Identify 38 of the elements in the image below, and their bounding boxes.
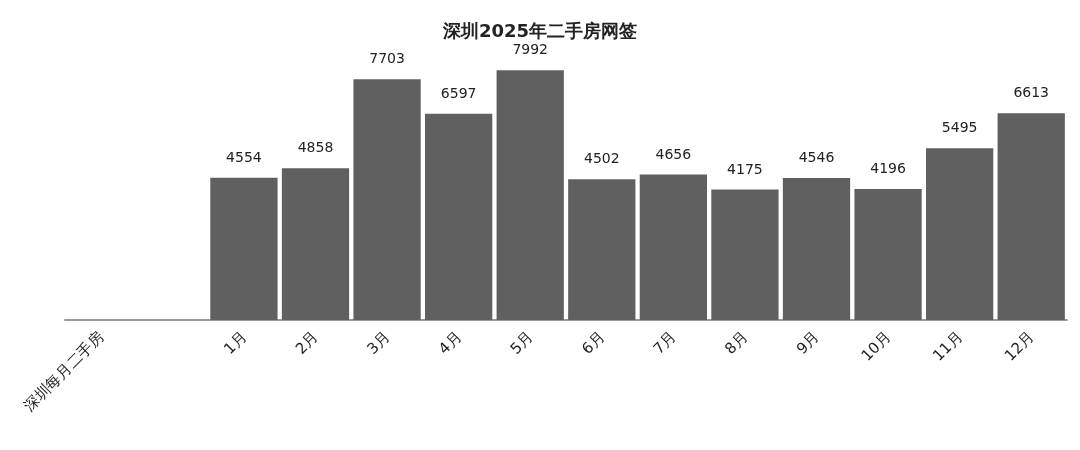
x-tick-label: 8月 [721,327,752,358]
data-label: 4546 [798,148,835,165]
x-tick-label: 1月 [220,327,251,358]
data-label: 4196 [870,159,906,176]
x-tick-label: 4月 [434,327,466,358]
chart-title: 深圳2025年二手房网签 [441,19,638,41]
bar [210,177,278,320]
x-tick-label: 2月 [291,327,322,358]
bar [281,168,350,320]
data-label: 4502 [583,150,620,167]
x-tick-label: 5月 [506,327,537,358]
x-tick-label: 11月 [929,327,967,365]
x-tick-label: 10月 [857,327,895,365]
data-label: 4175 [727,160,763,177]
data-label: 5495 [941,119,978,136]
data-label: 6613 [1013,84,1050,101]
bar [425,113,493,320]
data-label: 4554 [226,148,262,165]
data-label: 6597 [440,84,477,101]
x-tick-label: 12月 [1000,327,1038,365]
data-label: 7992 [512,41,549,58]
x-tick-label: 7月 [649,327,680,358]
bar [639,174,707,320]
bar [496,70,564,320]
x-tick-label: 9月 [792,327,823,358]
x-tick-label: 6月 [578,327,609,358]
data-label: 4656 [655,145,692,162]
bar [353,79,421,320]
x-tick-label: 深圳每月二手房 [20,327,108,415]
bar [926,148,994,320]
x-tick-label: 3月 [363,327,394,358]
data-label: 7703 [369,50,405,67]
bar [782,177,851,320]
bar [997,113,1065,320]
bar [711,189,779,320]
data-label: 4858 [297,139,334,156]
bar [854,188,922,320]
bar [568,179,636,320]
